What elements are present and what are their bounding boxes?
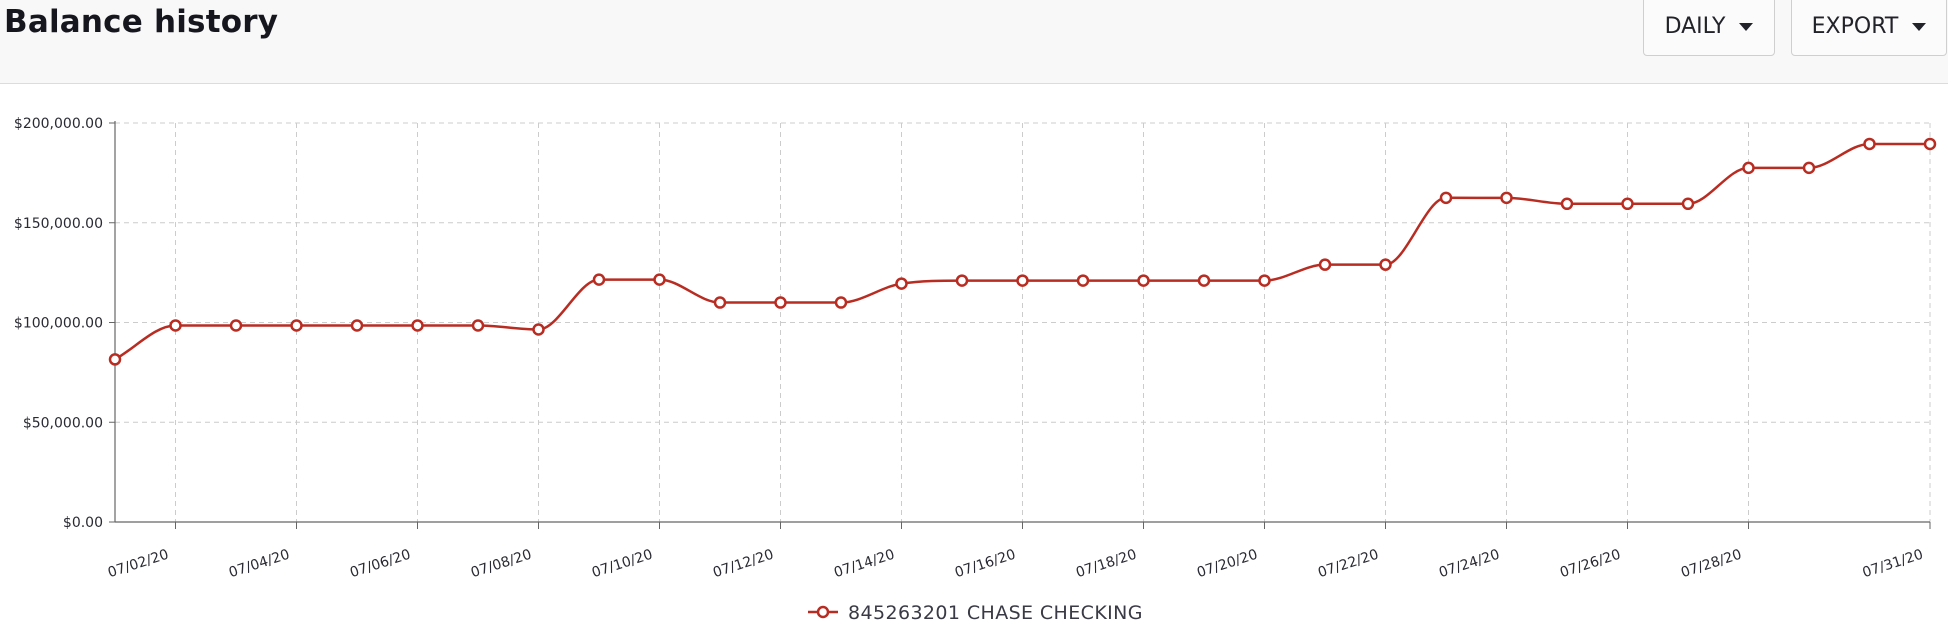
- x-tick-label: 07/31/20: [1860, 547, 1925, 582]
- data-point: [1500, 191, 1513, 205]
- x-tick-label: 07/08/20: [469, 547, 534, 582]
- caret-down-icon: [1739, 23, 1754, 31]
- data-point: [774, 296, 787, 309]
- data-point: [1016, 274, 1029, 287]
- data-point: [1076, 274, 1090, 287]
- page-title: Balance history: [4, 4, 279, 40]
- x-tick-label: 07/12/20: [711, 547, 776, 582]
- data-point: [229, 319, 243, 332]
- x-tick-label: 07/20/20: [1195, 547, 1260, 582]
- data-point: [1379, 258, 1392, 271]
- data-point: [1318, 258, 1332, 271]
- data-point: [169, 319, 182, 332]
- data-point: [1863, 137, 1876, 151]
- data-point: [713, 296, 727, 309]
- x-tick-label: 07/16/20: [953, 547, 1018, 582]
- x-tick-label: 07/06/20: [348, 547, 413, 582]
- chart-legend[interactable]: 845263201 CHASE CHECKING: [808, 602, 1143, 624]
- y-axis-ticks: $0.00 $50,000.00 $100,000.00 $150,000.00 $20…: [14, 116, 115, 531]
- x-axis-ticks: 07/02/20 07/04/20 07/06/20 07/08/20 07/10/20…: [106, 522, 1931, 582]
- x-tick-label: 07/14/20: [832, 547, 897, 582]
- export-dropdown-button[interactable]: EXPORT: [1791, 0, 1947, 56]
- y-tick-label: $200,000.00: [14, 116, 103, 132]
- x-tick-label: 07/18/20: [1074, 547, 1139, 582]
- legend-label: 845263201 CHASE CHECKING: [848, 602, 1143, 624]
- x-tick-label: 07/02/20: [106, 547, 171, 582]
- daily-dropdown-button[interactable]: DAILY: [1643, 0, 1775, 56]
- x-tick-label: 07/10/20: [590, 547, 655, 582]
- y-tick-label: $50,000.00: [23, 415, 103, 431]
- data-point: [1621, 197, 1634, 211]
- x-tick-label: 07/24/20: [1437, 547, 1502, 582]
- data-point: [834, 296, 848, 309]
- data-point: [290, 319, 303, 332]
- data-point: [1802, 161, 1816, 175]
- x-tick-label: 07/28/20: [1679, 547, 1744, 582]
- balance-chart: $0.00 $50,000.00 $100,000.00 $150,000.00 $20…: [14, 116, 1937, 624]
- data-point: [411, 319, 424, 332]
- data-point: [532, 323, 545, 336]
- y-tick-label: $150,000.00: [14, 216, 103, 232]
- export-label: EXPORT: [1811, 13, 1899, 39]
- data-point: [350, 319, 364, 332]
- chart-grid: [115, 122, 1931, 522]
- data-point: [653, 273, 666, 286]
- data-point: [108, 353, 122, 366]
- data-point: [1923, 137, 1937, 151]
- data-point: [1197, 274, 1211, 287]
- data-point: [1742, 161, 1755, 175]
- data-point: [1137, 274, 1150, 287]
- data-point: [592, 273, 606, 286]
- legend-marker-icon: [816, 605, 830, 619]
- data-point: [1258, 274, 1271, 287]
- series-points: [108, 137, 1937, 366]
- data-point: [1560, 197, 1574, 211]
- data-point: [895, 277, 908, 290]
- x-tick-label: 07/04/20: [227, 547, 292, 582]
- y-tick-label: $100,000.00: [14, 316, 103, 332]
- data-point: [1681, 197, 1695, 211]
- y-tick-label: $0.00: [63, 515, 103, 531]
- daily-label: DAILY: [1664, 13, 1726, 39]
- x-tick-label: 07/26/20: [1558, 547, 1623, 582]
- data-point: [1439, 191, 1453, 205]
- caret-down-icon: [1912, 23, 1927, 31]
- data-point: [471, 319, 485, 332]
- data-point: [955, 274, 969, 287]
- x-tick-label: 07/22/20: [1316, 547, 1381, 582]
- header: Balance history DAILY EXPORT: [0, 0, 1948, 84]
